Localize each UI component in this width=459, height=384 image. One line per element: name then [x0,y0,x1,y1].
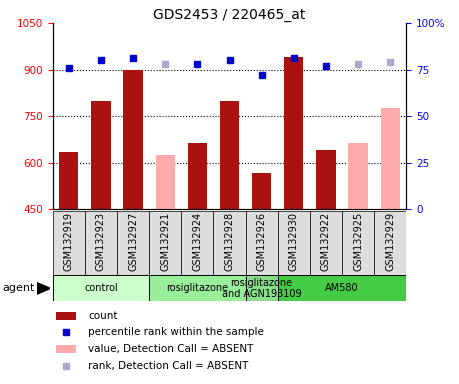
Bar [284,57,303,209]
Text: GSM132927: GSM132927 [128,212,138,271]
Bar [117,211,149,275]
Bar [56,311,76,320]
Text: rank, Detection Call = ABSENT: rank, Detection Call = ABSENT [88,361,248,371]
Bar [213,211,246,275]
Bar [91,101,111,209]
Bar [278,211,310,275]
Bar [188,142,207,209]
Text: GSM132930: GSM132930 [289,212,299,271]
Text: GSM132928: GSM132928 [224,212,235,271]
Bar [278,275,406,301]
Text: value, Detection Call = ABSENT: value, Detection Call = ABSENT [88,344,253,354]
Bar [85,211,117,275]
Bar [156,155,175,209]
Text: rosiglitazone
and AGN193109: rosiglitazone and AGN193109 [222,278,302,299]
Text: GSM132919: GSM132919 [64,212,74,271]
Bar [246,275,278,301]
Text: GSM132922: GSM132922 [321,212,331,271]
Bar [252,173,271,209]
Text: GSM132929: GSM132929 [385,212,395,271]
Polygon shape [37,283,50,294]
Bar [59,152,78,209]
Bar [310,211,342,275]
Bar [342,211,374,275]
Text: percentile rank within the sample: percentile rank within the sample [88,328,264,338]
Bar [348,142,368,209]
Bar [149,211,181,275]
Bar [53,275,149,301]
Bar [149,275,246,301]
Text: agent: agent [2,283,35,293]
Text: count: count [88,311,118,321]
Bar [316,150,336,209]
Text: AM580: AM580 [325,283,359,293]
Text: control: control [84,283,118,293]
Text: GSM132925: GSM132925 [353,212,363,271]
Bar [123,70,143,209]
Bar [374,211,406,275]
Bar [181,211,213,275]
Bar [246,211,278,275]
Bar [56,345,76,353]
Bar [381,108,400,209]
Title: GDS2453 / 220465_at: GDS2453 / 220465_at [153,8,306,22]
Text: GSM132924: GSM132924 [192,212,202,271]
Text: GSM132923: GSM132923 [96,212,106,271]
Bar [220,101,239,209]
Text: GSM132926: GSM132926 [257,212,267,271]
Bar [53,211,85,275]
Text: rosiglitazone: rosiglitazone [166,283,229,293]
Text: GSM132921: GSM132921 [160,212,170,271]
